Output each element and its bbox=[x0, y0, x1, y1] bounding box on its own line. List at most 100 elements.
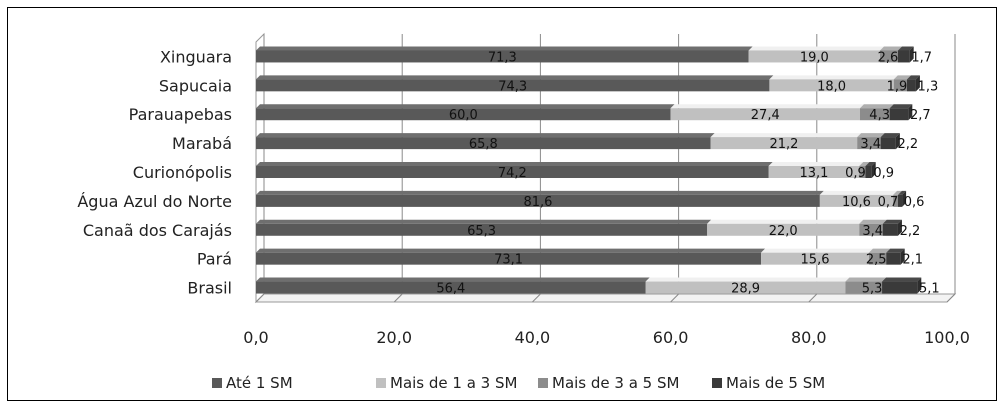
data-label: 65,3 bbox=[467, 224, 496, 239]
category-label: Sapucaia bbox=[159, 76, 232, 95]
data-label: 1,7 bbox=[911, 50, 932, 65]
data-label: 3,4 bbox=[860, 137, 881, 152]
bar-segment bbox=[819, 194, 894, 207]
bar-end-face bbox=[909, 46, 914, 63]
x-tick-label: 20,0 bbox=[376, 328, 412, 347]
x-tick-label: 40,0 bbox=[515, 328, 551, 347]
bar-top-face bbox=[645, 277, 850, 282]
bar-segment bbox=[859, 223, 883, 236]
bar-segment bbox=[256, 166, 769, 178]
data-label: 0,7 bbox=[878, 195, 899, 210]
bar-segment bbox=[886, 252, 901, 265]
bar-end-face bbox=[895, 133, 900, 150]
category-label: Pará bbox=[197, 250, 232, 269]
bar-top-face bbox=[845, 277, 887, 282]
legend-swatch bbox=[212, 378, 222, 388]
bar-end-face bbox=[915, 75, 920, 92]
bar-end-face bbox=[902, 190, 907, 207]
data-label: 1,9 bbox=[887, 79, 908, 94]
bar-end-face bbox=[897, 219, 902, 236]
category-label: Xinguara bbox=[160, 47, 232, 66]
bar-segment bbox=[256, 79, 770, 92]
bar-segment bbox=[880, 137, 896, 150]
bar-top-face bbox=[256, 104, 675, 109]
data-label: 60,0 bbox=[449, 108, 478, 123]
bar-end-face bbox=[900, 248, 905, 265]
data-label: 73,1 bbox=[494, 253, 523, 268]
x-tick-label: 0,0 bbox=[243, 328, 268, 347]
bar-segment bbox=[256, 50, 749, 63]
category-label: Curionópolis bbox=[133, 163, 232, 182]
bar-segment bbox=[893, 194, 898, 207]
bar-segment bbox=[906, 79, 916, 92]
data-label: 13,1 bbox=[800, 166, 829, 181]
data-label: 10,6 bbox=[842, 195, 871, 210]
data-label: 2,2 bbox=[900, 224, 921, 239]
data-label: 2,1 bbox=[902, 253, 923, 268]
bar-top-face bbox=[882, 219, 902, 224]
gridline-floor bbox=[808, 293, 818, 303]
bar-top-face bbox=[256, 219, 712, 224]
data-label: 18,0 bbox=[817, 79, 846, 94]
bar-top-face bbox=[256, 277, 650, 282]
data-label: 27,4 bbox=[751, 108, 780, 123]
bar-top-face bbox=[256, 162, 773, 166]
bar-top-face bbox=[893, 190, 902, 195]
data-label: 2,7 bbox=[910, 108, 931, 123]
bar-segment bbox=[645, 281, 846, 294]
bar-top-face bbox=[769, 75, 898, 80]
data-label: 0,6 bbox=[904, 195, 925, 210]
bar-top-face bbox=[893, 75, 911, 80]
bar-segment bbox=[893, 79, 907, 92]
bar-top-face bbox=[859, 219, 887, 224]
x-tick-label: 60,0 bbox=[653, 328, 689, 347]
data-label: 1,3 bbox=[918, 79, 939, 94]
bar-top-face bbox=[859, 104, 894, 109]
bar-top-face bbox=[868, 248, 891, 253]
bar-segment bbox=[710, 137, 858, 150]
data-label: 22,0 bbox=[769, 224, 798, 239]
category-label: Brasil bbox=[187, 279, 232, 298]
data-label: 56,4 bbox=[436, 282, 465, 297]
bar-end-face bbox=[917, 277, 922, 294]
bar-top-face bbox=[882, 277, 922, 282]
bar-top-face bbox=[768, 162, 864, 166]
bar-segment bbox=[256, 194, 820, 207]
bar-top-face bbox=[819, 190, 898, 195]
bar-segment bbox=[256, 108, 671, 121]
bar-top-face bbox=[761, 248, 873, 253]
bar-top-face bbox=[857, 133, 885, 138]
legend-swatch bbox=[712, 378, 722, 388]
legend-swatch bbox=[538, 378, 548, 388]
bar-segment bbox=[256, 137, 711, 150]
bar-top-face bbox=[886, 248, 905, 253]
category-label: Canaã dos Carajás bbox=[83, 221, 232, 240]
bar-segment bbox=[897, 194, 903, 207]
gridline-floor bbox=[946, 293, 956, 303]
legend-label: Mais de 1 a 3 SM bbox=[390, 374, 517, 392]
bar-top-face bbox=[880, 133, 900, 138]
data-label: 81,6 bbox=[523, 195, 552, 210]
legend-swatch bbox=[376, 378, 386, 388]
bar-segment bbox=[256, 281, 646, 294]
data-label: 4,3 bbox=[869, 108, 890, 123]
data-label: 74,2 bbox=[498, 166, 527, 181]
bar-segment bbox=[857, 137, 881, 150]
bar-top-face bbox=[670, 104, 864, 109]
bar-top-face bbox=[256, 133, 715, 138]
legend-label: Mais de 3 a 5 SM bbox=[552, 374, 679, 392]
legend-label: Mais de 5 SM bbox=[726, 374, 825, 392]
data-label: 2,6 bbox=[878, 50, 899, 65]
gridline-floor bbox=[532, 293, 541, 303]
bar-top-face bbox=[897, 46, 914, 51]
category-label: Água Azul do Norte bbox=[77, 192, 232, 211]
data-label: 5,1 bbox=[919, 282, 940, 297]
bar-segment bbox=[670, 108, 860, 121]
bar-top-face bbox=[859, 162, 870, 166]
data-label: 19,0 bbox=[800, 50, 829, 65]
data-label: 3,4 bbox=[862, 224, 883, 239]
gridline-floor bbox=[393, 293, 403, 303]
data-label: 65,8 bbox=[469, 137, 498, 152]
bar-segment bbox=[256, 252, 762, 265]
